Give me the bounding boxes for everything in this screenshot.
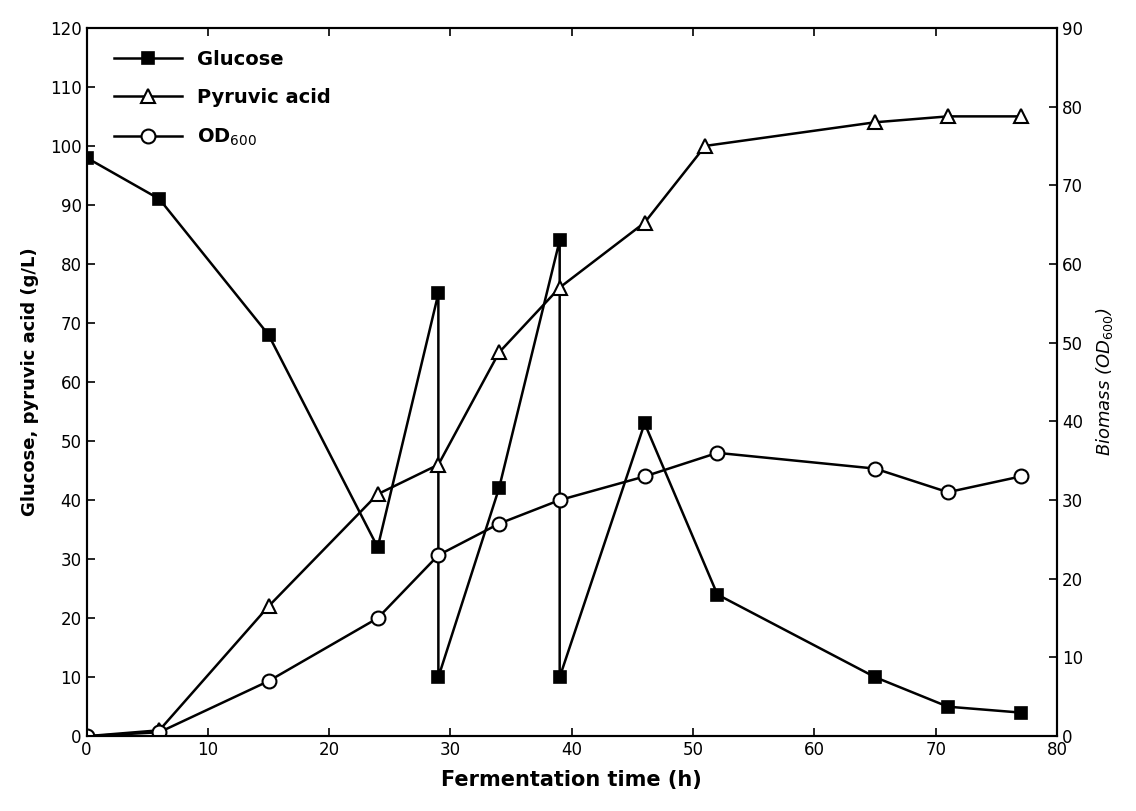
Line: OD$_{600}$: OD$_{600}$ (80, 446, 1028, 743)
Pyruvic acid (370, 489, 384, 499)
Pyruvic acid (80, 732, 93, 741)
Glucose (711, 590, 725, 599)
Glucose (637, 418, 651, 428)
Glucose (370, 543, 384, 552)
OD$_{600}$ (868, 464, 882, 474)
OD$_{600}$ (370, 613, 384, 623)
Pyruvic acid (637, 218, 651, 228)
Line: Pyruvic acid: Pyruvic acid (80, 109, 1028, 743)
Glucose (432, 672, 445, 682)
Glucose (152, 194, 166, 204)
Glucose (261, 330, 275, 340)
OD$_{600}$ (80, 732, 93, 741)
Glucose (1013, 708, 1027, 718)
OD$_{600}$ (711, 448, 725, 457)
Glucose (553, 672, 567, 682)
Legend: Glucose, Pyruvic acid, OD$_{600}$: Glucose, Pyruvic acid, OD$_{600}$ (106, 42, 339, 156)
OD$_{600}$ (432, 551, 445, 560)
X-axis label: Fermentation time (h): Fermentation time (h) (442, 770, 702, 790)
Line: Glucose: Glucose (81, 152, 1026, 718)
Pyruvic acid (699, 141, 712, 151)
Glucose (492, 483, 506, 493)
Glucose (80, 152, 93, 162)
Pyruvic acid (152, 725, 166, 735)
OD$_{600}$ (261, 676, 275, 686)
Y-axis label: Biomass ($\mathit{OD}_{600}$): Biomass ($\mathit{OD}_{600}$) (1094, 308, 1116, 456)
Pyruvic acid (1013, 111, 1027, 121)
Glucose (553, 235, 567, 245)
Pyruvic acid (941, 111, 954, 121)
OD$_{600}$ (637, 471, 651, 481)
OD$_{600}$ (941, 487, 954, 497)
Glucose (432, 289, 445, 298)
Glucose (941, 702, 954, 711)
Glucose (868, 672, 882, 682)
Pyruvic acid (261, 602, 275, 611)
Pyruvic acid (432, 460, 445, 470)
OD$_{600}$ (492, 519, 506, 529)
Pyruvic acid (553, 283, 567, 293)
OD$_{600}$ (553, 496, 567, 505)
Y-axis label: Glucose, pyruvic acid (g/L): Glucose, pyruvic acid (g/L) (20, 247, 39, 517)
OD$_{600}$ (1013, 471, 1027, 481)
Pyruvic acid (868, 118, 882, 127)
Pyruvic acid (492, 348, 506, 358)
OD$_{600}$ (152, 727, 166, 737)
